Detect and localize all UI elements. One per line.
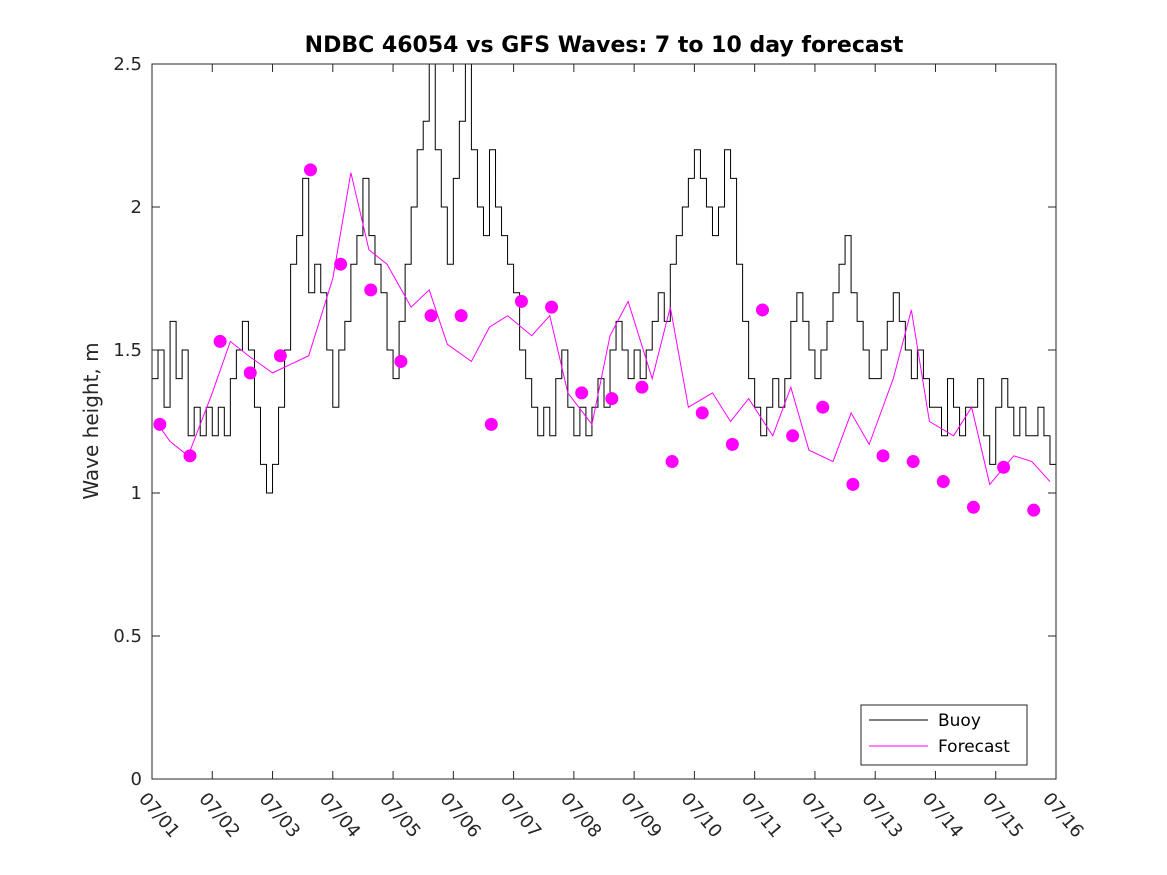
x-tick-label: 07/05 xyxy=(375,789,424,842)
forecast-marker xyxy=(514,294,528,308)
forecast-marker xyxy=(183,449,197,463)
forecast-marker xyxy=(695,406,709,420)
y-tick-label: 2 xyxy=(131,197,142,218)
forecast-marker xyxy=(424,309,438,323)
forecast-marker xyxy=(936,475,950,489)
x-tick-label: 07/13 xyxy=(857,789,906,842)
legend-box xyxy=(860,704,1028,766)
plot-frame xyxy=(151,63,1057,780)
x-tick-label: 07/11 xyxy=(737,789,786,842)
y-tick-label: 1.5 xyxy=(113,340,142,361)
x-tick-label: 07/15 xyxy=(978,789,1027,842)
forecast-marker xyxy=(484,417,498,431)
forecast-marker xyxy=(575,386,589,400)
y-axis-label: Wave height, m xyxy=(79,342,103,499)
y-tick-label: 0 xyxy=(131,769,142,790)
x-tick-label: 07/09 xyxy=(616,789,665,842)
forecast-marker xyxy=(605,392,619,406)
forecast-marker xyxy=(966,500,980,514)
forecast-marker xyxy=(906,455,920,469)
forecast-marker xyxy=(273,349,287,363)
forecast-marker xyxy=(725,437,739,451)
legend-forecast-label: Forecast xyxy=(938,737,1010,757)
forecast-marker xyxy=(756,303,770,317)
forecast-marker xyxy=(997,460,1011,474)
forecast-marker xyxy=(1027,503,1041,517)
legend-buoy-label: Buoy xyxy=(938,711,981,731)
x-tick-label: 07/06 xyxy=(436,789,485,842)
x-tick-label: 07/03 xyxy=(255,789,304,842)
forecast-marker xyxy=(304,163,318,177)
forecast-marker xyxy=(545,300,559,314)
y-tick-label: 0.5 xyxy=(113,626,142,647)
forecast-marker xyxy=(635,380,649,394)
forecast-marker xyxy=(243,366,257,380)
forecast-marker xyxy=(454,309,468,323)
forecast-marker xyxy=(846,477,860,491)
x-tick-label: 07/16 xyxy=(1038,789,1087,842)
legend: Buoy Forecast xyxy=(860,704,1028,766)
x-tick-label: 07/07 xyxy=(496,789,545,842)
y-tick-label: 1 xyxy=(131,483,142,504)
x-tick-label: 07/02 xyxy=(194,789,243,842)
forecast-marker xyxy=(213,334,227,348)
forecast-marker xyxy=(364,283,378,297)
forecast-marker xyxy=(153,417,167,431)
x-tick-label: 07/10 xyxy=(677,789,726,842)
forecast-marker xyxy=(876,449,890,463)
chart-title: NDBC 46054 vs GFS Waves: 7 to 10 day for… xyxy=(305,33,904,58)
x-tick-label: 07/01 xyxy=(134,789,183,842)
forecast-marker xyxy=(786,429,800,443)
forecast-marker xyxy=(816,400,830,414)
x-tick-label: 07/08 xyxy=(556,789,605,842)
x-tick-label: 07/14 xyxy=(918,789,967,842)
x-tick-label: 07/12 xyxy=(797,789,846,842)
forecast-marker xyxy=(394,354,408,368)
forecast-marker xyxy=(334,257,348,271)
series-line-buoy xyxy=(152,63,1057,494)
x-tick-label: 07/04 xyxy=(315,789,364,842)
forecast-marker xyxy=(665,455,679,469)
series-line-forecast xyxy=(157,172,1051,486)
y-tick-label: 2.5 xyxy=(113,54,142,75)
